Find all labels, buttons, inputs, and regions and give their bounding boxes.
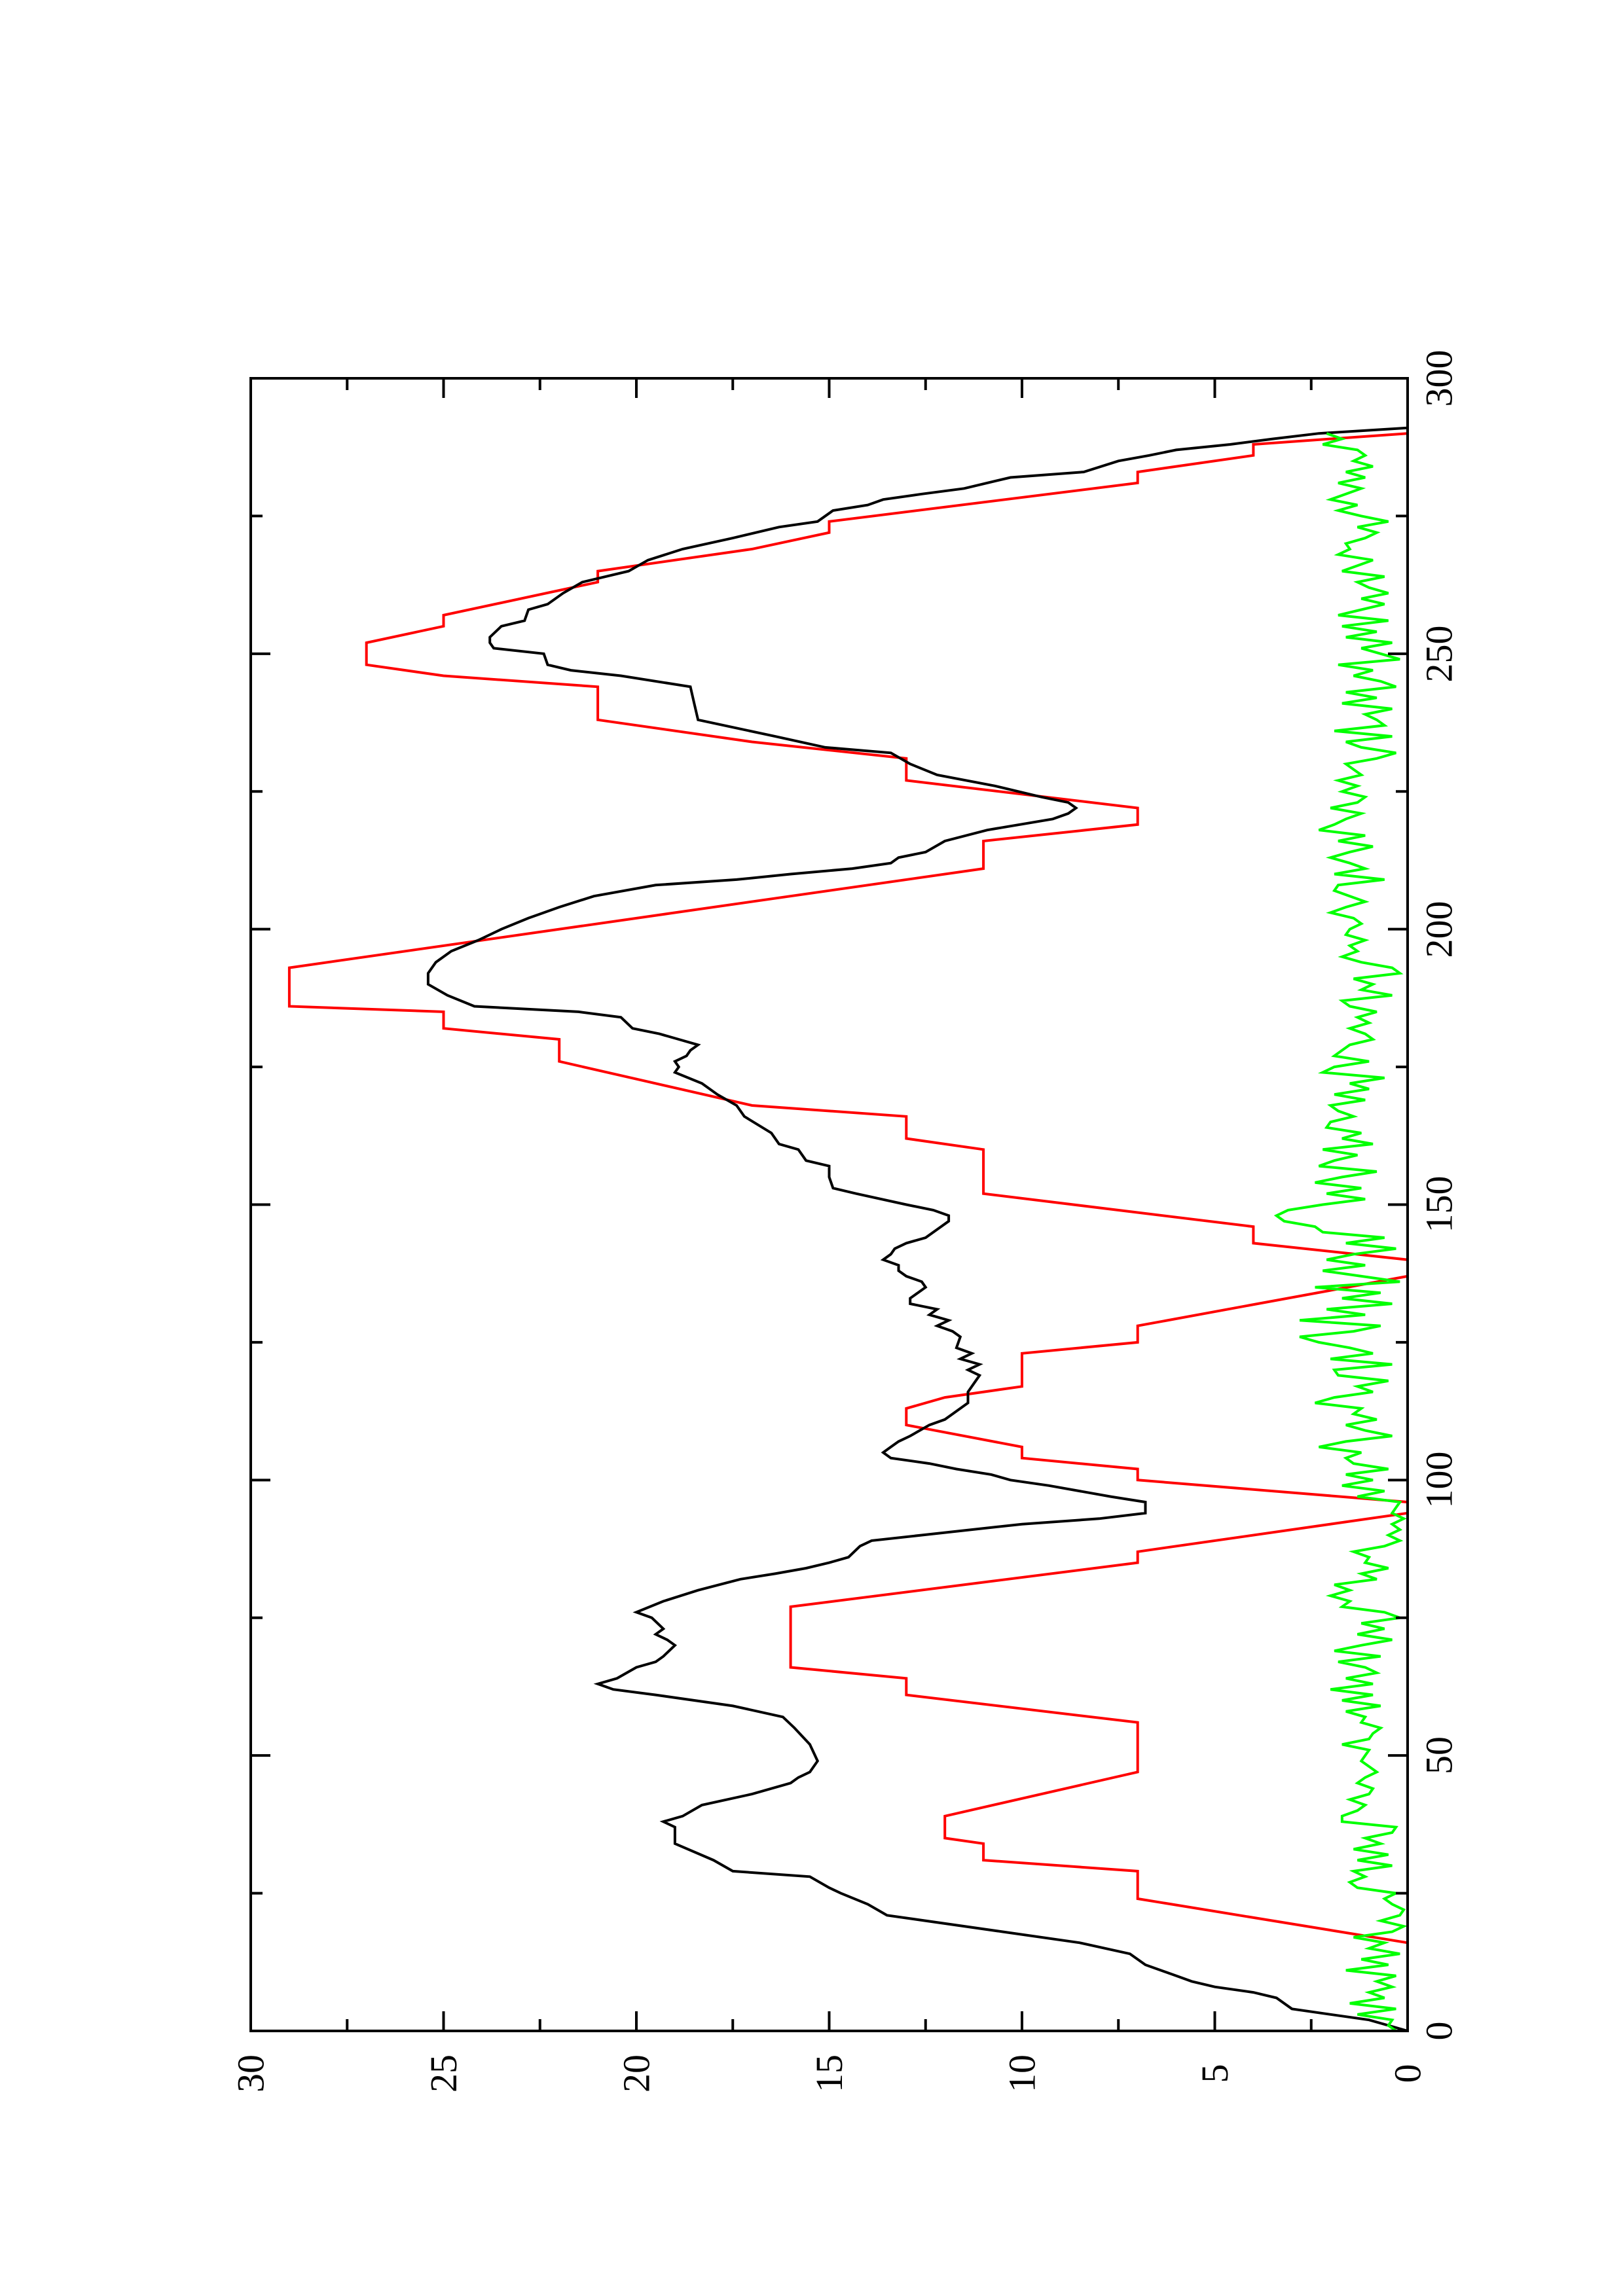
x-tick-label: 250 [1418,626,1461,683]
tick-layer [249,377,1409,2032]
x-tick-label: 50 [1418,1736,1461,1774]
x-tick-label: 100 [1418,1452,1461,1509]
x-tick-label: 300 [1418,350,1461,407]
x-tick-label: 0 [1418,2022,1461,2041]
y-tick-labels: 0 5 10 15 20 25 30 [230,2054,1429,2092]
x-tick-labels: 0 50 100 150 200 250 300 [1418,350,1461,2041]
series-line-1 [287,432,1409,2031]
y-tick-label: 5 [1194,2064,1236,2083]
plot-frame [249,377,1409,2032]
series-layer [287,426,1409,2032]
y-tick-label: 15 [808,2054,850,2092]
y-tick-label: 30 [230,2054,272,2092]
y-tick-label: 0 [1387,2064,1429,2083]
series-line-3 [1273,432,1408,2032]
y-tick-label: 20 [615,2054,658,2092]
x-tick-label: 200 [1418,901,1461,958]
y-tick-label: 25 [422,2054,465,2092]
y-tick-label: 10 [1001,2054,1044,2092]
series-line-2 [426,426,1408,2032]
x-tick-label: 150 [1418,1176,1461,1233]
